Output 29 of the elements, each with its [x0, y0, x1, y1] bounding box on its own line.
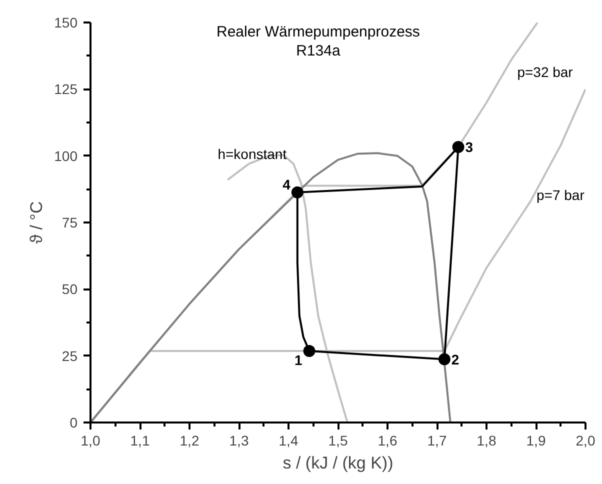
- x-tick-label: 1,2: [180, 432, 200, 448]
- x-tick-label: 1,8: [476, 432, 496, 448]
- x-tick-label: 1,3: [229, 432, 249, 448]
- text: R134a: [296, 42, 341, 60]
- y-tick-label: 75: [62, 214, 78, 230]
- x-tick-label: 1,7: [427, 432, 447, 448]
- y-tick-label: 100: [54, 148, 78, 164]
- annotation: 2: [451, 351, 460, 368]
- y-axis-title: ϑ / °C: [27, 201, 46, 244]
- y-tick-label: 125: [54, 81, 78, 98]
- series-label: p=7 bar: [536, 187, 585, 204]
- x-tick-label: 1,4: [278, 432, 298, 448]
- x-tick-label: 1,5: [328, 432, 348, 448]
- series-label: h=konstant: [218, 146, 287, 162]
- x-tick-label: 1,6: [378, 432, 398, 448]
- x-tick-label: 2,0: [576, 432, 596, 448]
- series-label: p=32 bar: [517, 64, 574, 80]
- annotation: 3: [465, 139, 474, 156]
- x-tick-label: 1,1: [130, 432, 150, 448]
- x-tick-label: 1,9: [526, 432, 546, 448]
- x-tick-label: 1,0: [80, 432, 100, 448]
- annotation: 1: [294, 352, 303, 368]
- y-tick-label: 0: [70, 414, 78, 430]
- annotation: 4: [282, 176, 291, 192]
- x-axis-title: s / (kJ / (kg K)): [282, 454, 394, 472]
- y-tick-label: 150: [54, 14, 78, 30]
- y-tick-label: 25: [62, 348, 78, 364]
- chart-title: Realer Wärmepumpenprozess: [216, 24, 420, 40]
- y-tick-label: 50: [62, 281, 78, 298]
